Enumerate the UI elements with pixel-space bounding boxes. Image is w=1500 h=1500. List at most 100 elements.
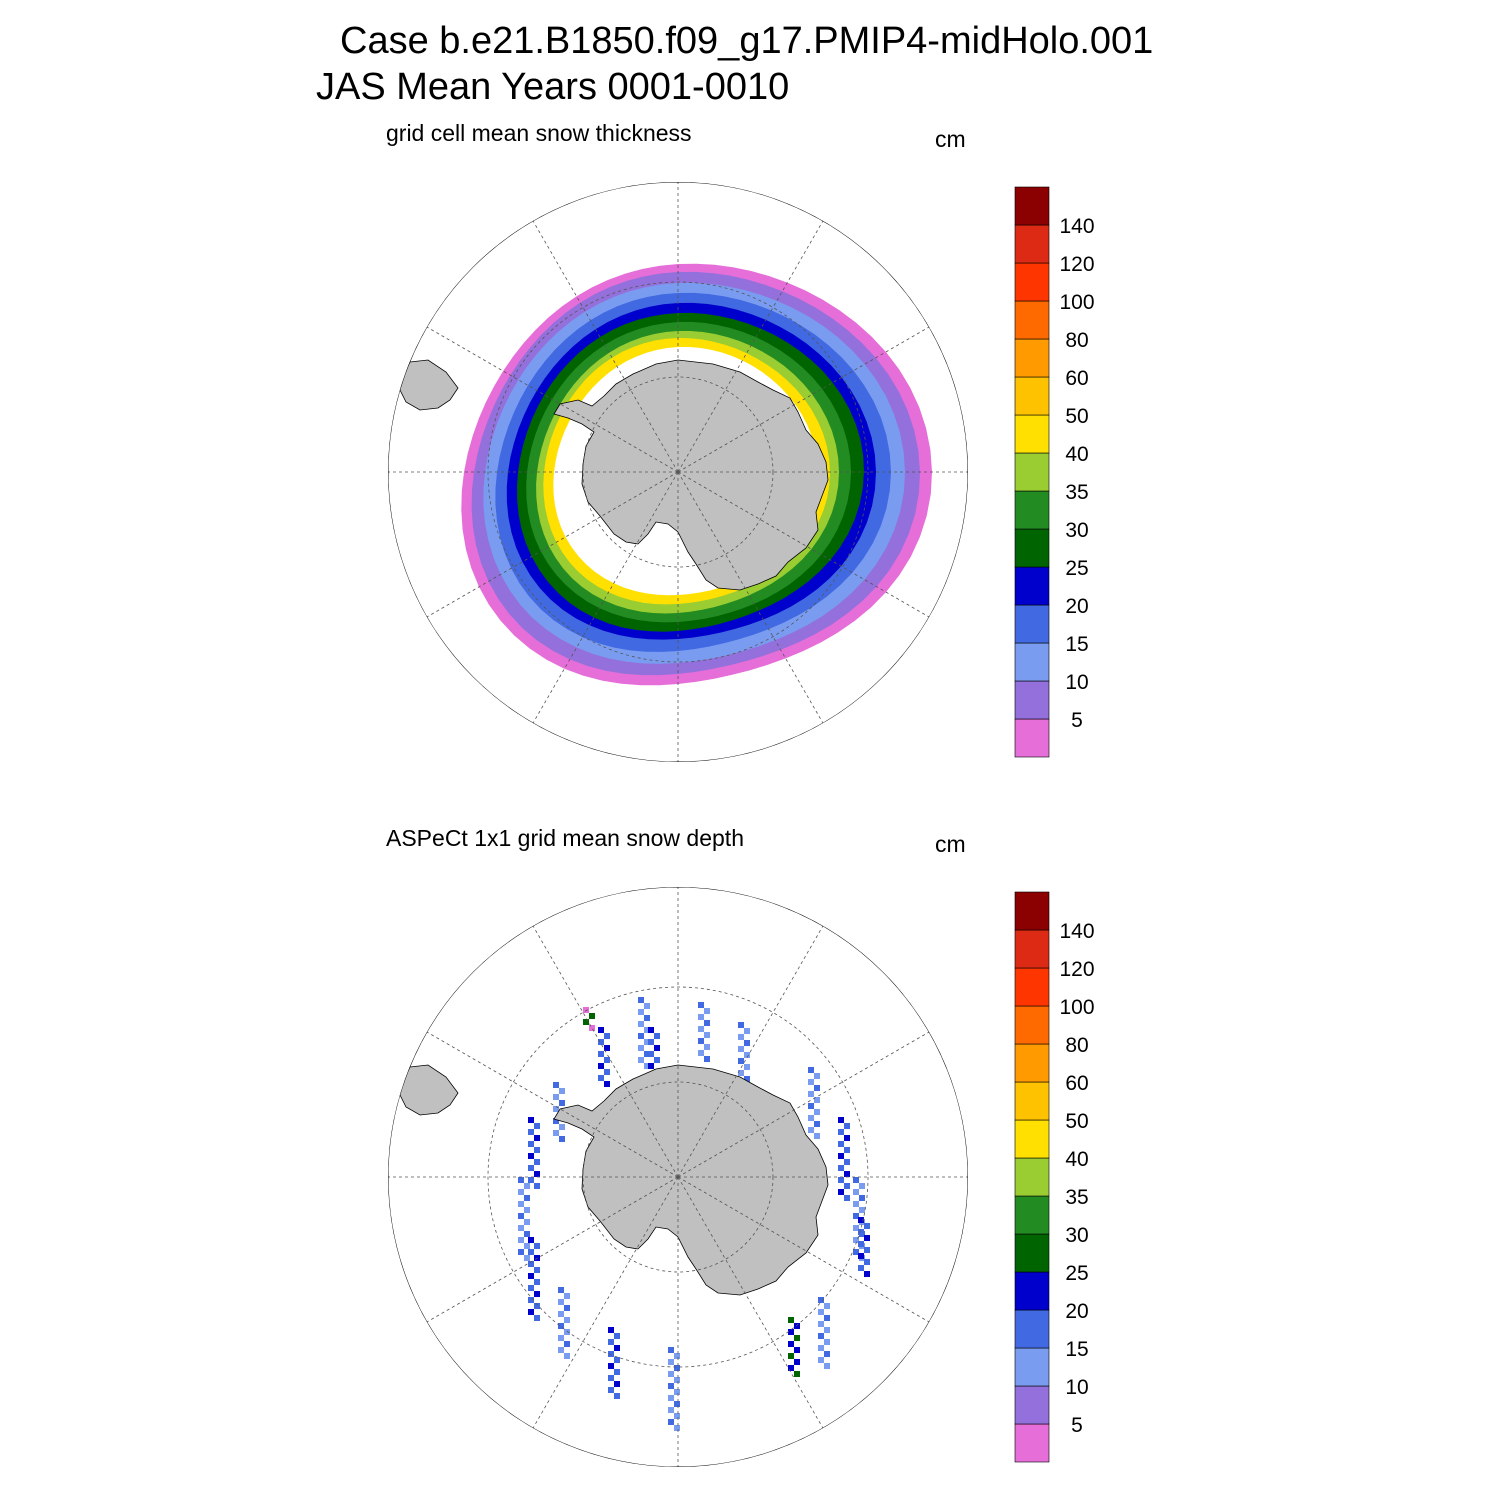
obs-track-cell bbox=[614, 1333, 620, 1339]
colorbar-label: 100 bbox=[1059, 291, 1094, 314]
obs-track-cell bbox=[858, 1265, 864, 1271]
obs-track-cell bbox=[644, 1051, 650, 1057]
colorbar-swatch bbox=[1014, 528, 1050, 568]
colorbar-swatch bbox=[1014, 1043, 1050, 1083]
obs-track-cell bbox=[648, 1027, 654, 1033]
obs-track-cell bbox=[528, 1165, 534, 1171]
obs-track-cell bbox=[608, 1339, 614, 1345]
obs-track-cell bbox=[744, 1040, 750, 1046]
obs-track-cell bbox=[638, 997, 644, 1003]
obs-track-cell bbox=[808, 1103, 814, 1109]
obs-track-cell bbox=[638, 1045, 644, 1051]
obs-track-cell bbox=[744, 1052, 750, 1058]
obs-track-cell bbox=[534, 1147, 540, 1153]
colorbar-swatch bbox=[1014, 376, 1050, 416]
obs-track-cell bbox=[644, 1063, 650, 1069]
obs-track-cell bbox=[788, 1353, 794, 1359]
obs-track-cell bbox=[518, 1201, 524, 1207]
obs-track-cell bbox=[528, 1249, 534, 1255]
meridian-line bbox=[426, 1176, 679, 1323]
obs-track-cell bbox=[518, 1249, 524, 1255]
obs-track-cell bbox=[824, 1351, 830, 1357]
obs-track-cell bbox=[858, 1241, 864, 1247]
obs-track-cell bbox=[668, 1371, 674, 1377]
colorbar-label: 60 bbox=[1065, 367, 1088, 390]
obs-track-cell bbox=[824, 1327, 830, 1333]
colorbar-swatch bbox=[1014, 1005, 1050, 1045]
obs-track-cell bbox=[558, 1311, 564, 1317]
obs-track-cell bbox=[668, 1359, 674, 1365]
obs-track-cell bbox=[644, 1003, 650, 1009]
obs-track-cell bbox=[648, 1039, 654, 1045]
obs-track-cell bbox=[794, 1347, 800, 1353]
obs-track-cell bbox=[704, 1044, 710, 1050]
obs-track-cell bbox=[824, 1339, 830, 1345]
obs-track-cell bbox=[814, 1121, 820, 1127]
obs-track-cell bbox=[524, 1183, 530, 1189]
latitude-circle bbox=[582, 1081, 774, 1273]
colorbar-label: 120 bbox=[1059, 253, 1094, 276]
obs-track-cell bbox=[598, 1039, 604, 1045]
colorbar-label: 20 bbox=[1065, 1300, 1088, 1323]
colorbar-label: 80 bbox=[1065, 1034, 1088, 1057]
colorbar-label: 15 bbox=[1065, 633, 1088, 656]
obs-track-cell bbox=[794, 1335, 800, 1341]
colorbar-label: 50 bbox=[1065, 405, 1088, 428]
obs-track-cell bbox=[814, 1133, 820, 1139]
obs-track-cell bbox=[598, 1063, 604, 1069]
obs-track-cell bbox=[738, 1058, 744, 1064]
obs-track-cell bbox=[838, 1189, 844, 1195]
obs-track-cell bbox=[583, 1007, 589, 1013]
obs-track-cell bbox=[644, 1039, 650, 1045]
obs-track-cell bbox=[604, 1069, 610, 1075]
obs-track-cell bbox=[608, 1363, 614, 1369]
colorbar-label: 5 bbox=[1071, 709, 1083, 732]
obs-track-cell bbox=[668, 1347, 674, 1353]
obs-track-cell bbox=[674, 1389, 680, 1395]
colorbar-swatch bbox=[1014, 414, 1050, 454]
obs-track-cell bbox=[518, 1237, 524, 1243]
obs-track-cell bbox=[698, 1026, 704, 1032]
obs-track-cell bbox=[853, 1177, 859, 1183]
obs-track-cell bbox=[534, 1315, 540, 1321]
colorbar-label: 10 bbox=[1065, 1376, 1088, 1399]
obs-track-cell bbox=[864, 1223, 870, 1229]
obs-track-cell bbox=[674, 1377, 680, 1383]
meridian-line bbox=[677, 220, 824, 473]
obs-track-cell bbox=[818, 1345, 824, 1351]
obs-track-cell bbox=[853, 1225, 859, 1231]
meridian-line bbox=[532, 220, 679, 473]
obs-track-cell bbox=[528, 1177, 534, 1183]
obs-track-cell bbox=[648, 1051, 654, 1057]
colorbar-swatch bbox=[1014, 1271, 1050, 1311]
obs-track-cell bbox=[838, 1117, 844, 1123]
obs-track-cell bbox=[838, 1165, 844, 1171]
colorbar-label: 120 bbox=[1059, 958, 1094, 981]
obs-track-cell bbox=[654, 1033, 660, 1039]
obs-track-cell bbox=[638, 1057, 644, 1063]
colorbar-label: 30 bbox=[1065, 1224, 1088, 1247]
obs-track-cell bbox=[808, 1067, 814, 1073]
obs-track-cell bbox=[608, 1351, 614, 1357]
meridian-line bbox=[677, 1176, 824, 1429]
obs-track-cell bbox=[589, 1013, 595, 1019]
obs-track-cell bbox=[559, 1088, 565, 1094]
obs-track-cell bbox=[738, 1046, 744, 1052]
obs-track-cell bbox=[794, 1323, 800, 1329]
obs-track-cell bbox=[534, 1291, 540, 1297]
obs-track-cell bbox=[553, 1118, 559, 1124]
meridian-line bbox=[426, 326, 679, 473]
obs-track-cell bbox=[788, 1329, 794, 1335]
obs-track-cell bbox=[524, 1195, 530, 1201]
obs-track-cell bbox=[614, 1357, 620, 1363]
obs-track-cell bbox=[844, 1183, 850, 1189]
colorbar-label: 5 bbox=[1071, 1414, 1083, 1437]
obs-track-cell bbox=[553, 1082, 559, 1088]
obs-track-cell bbox=[844, 1159, 850, 1165]
obs-track-cell bbox=[518, 1225, 524, 1231]
colorbar-swatch bbox=[1014, 452, 1050, 492]
obs-track-cell bbox=[704, 1008, 710, 1014]
meridian-line bbox=[532, 471, 679, 724]
obs-track-cell bbox=[698, 1014, 704, 1020]
obs-track-cell bbox=[638, 1021, 644, 1027]
